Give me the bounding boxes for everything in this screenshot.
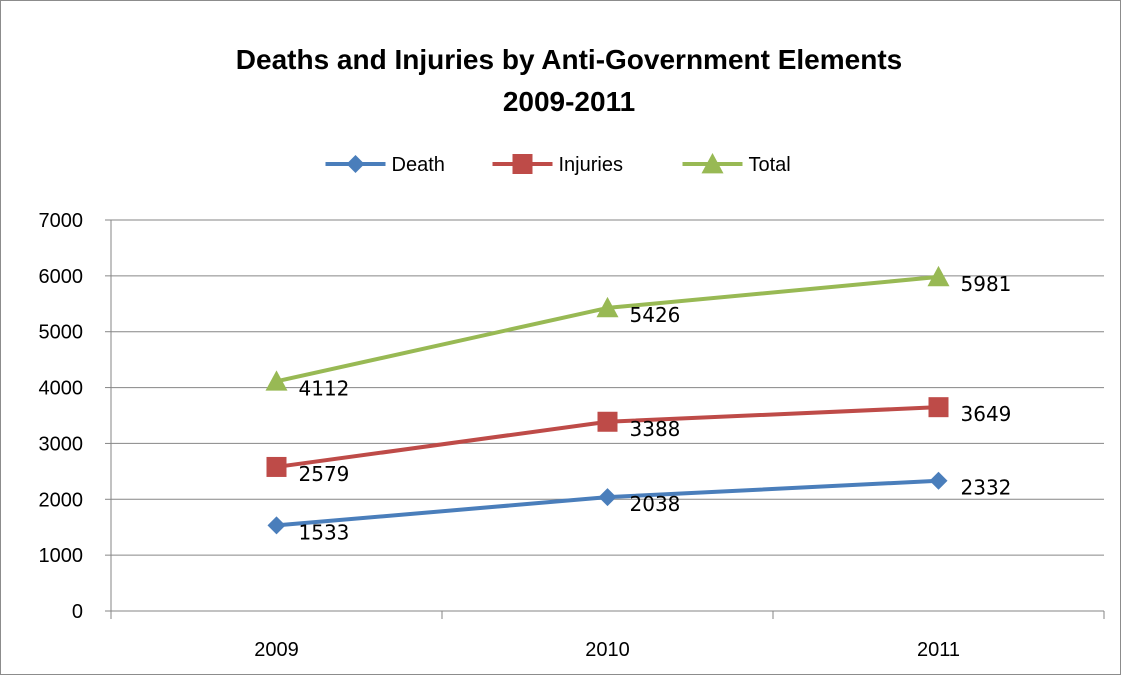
data-point-total [265, 370, 288, 391]
data-label-death: 2332 [961, 476, 1012, 500]
legend-marker [512, 154, 533, 174]
y-axis-ticks: 0 1000 2000 3000 4000 5000 6000 7000 [39, 210, 111, 623]
x-tick-label: 2011 [917, 639, 960, 661]
data-label-total: 4112 [299, 376, 350, 400]
y-tick-label: 5000 [39, 322, 84, 344]
legend-item-total: Total [682, 153, 791, 176]
data-label-injuries: 3388 [630, 417, 681, 441]
data-label-death: 1533 [299, 520, 350, 544]
data-point-injuries [266, 456, 287, 477]
legend-label: Injuries [559, 154, 623, 176]
series-line-total [276, 274, 939, 384]
x-axis-ticks: 2009 2010 2011 [110, 611, 1105, 661]
legend-label: Death [392, 154, 445, 176]
data-point-injuries [928, 397, 949, 418]
chart-title-line-1: Deaths and Injuries by Anti-Government E… [236, 44, 902, 75]
axes [110, 220, 1104, 612]
data-point-injuries [597, 411, 618, 432]
legend-item-injuries: Injuries [492, 154, 623, 176]
legend-item-death: Death [325, 154, 445, 176]
data-label-injuries: 3649 [961, 402, 1012, 426]
data-point-death [267, 516, 286, 535]
data-label-total: 5981 [961, 272, 1012, 296]
y-tick-label: 3000 [39, 433, 84, 455]
y-tick-label: 1000 [39, 545, 84, 567]
y-tick-label: 0 [72, 601, 83, 623]
data-point-death [929, 471, 948, 490]
legend-label: Total [749, 154, 791, 176]
y-tick-label: 7000 [39, 210, 84, 232]
legend: Death Injuries Total [325, 153, 791, 176]
y-tick-label: 4000 [39, 378, 84, 400]
data-labels: 1533 2038 2332 2579 3388 3649 4112 5426 5981 [299, 272, 1012, 544]
series-group [265, 265, 950, 535]
legend-marker [346, 155, 365, 173]
y-tick-label: 6000 [39, 266, 84, 288]
data-label-total: 5426 [630, 303, 681, 327]
data-label-death: 2038 [630, 492, 681, 516]
x-tick-label: 2009 [254, 639, 299, 661]
data-point-total [596, 296, 619, 318]
data-point-total [927, 265, 950, 287]
legend-marker [701, 153, 724, 174]
data-label-injuries: 2579 [299, 462, 350, 486]
x-tick-label: 2010 [585, 639, 630, 661]
data-point-death [598, 488, 617, 507]
y-tick-label: 2000 [39, 489, 84, 511]
chart-title-line-2: 2009-2011 [503, 86, 635, 117]
